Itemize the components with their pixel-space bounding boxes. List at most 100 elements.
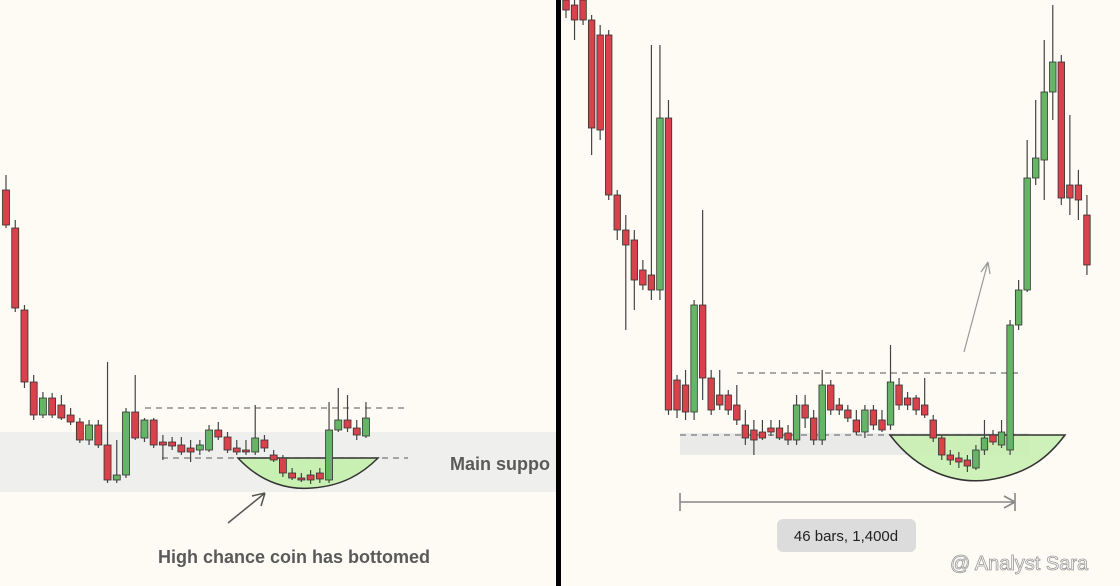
candle-body — [997, 431, 1006, 446]
candle-body — [818, 384, 826, 441]
candle-body — [159, 441, 167, 446]
candle-body — [251, 437, 260, 453]
candle-body — [297, 477, 306, 481]
candle-body — [775, 427, 784, 439]
candle-body — [570, 4, 579, 21]
candle-body — [664, 117, 673, 411]
candle-body — [168, 441, 177, 447]
candle-body — [707, 377, 715, 411]
candle-body — [639, 269, 647, 286]
range-label: 46 bars, 1,400d — [794, 528, 898, 545]
candle-body — [223, 436, 232, 451]
candle-body — [869, 409, 878, 426]
candle-body — [288, 472, 297, 479]
range-label-box — [777, 519, 916, 552]
arrow — [963, 261, 991, 353]
candle-body — [1023, 177, 1031, 291]
candle-body — [214, 429, 223, 438]
candle-body — [1057, 61, 1065, 199]
candle-body — [596, 34, 604, 131]
candle-body — [938, 437, 946, 456]
candle-body — [186, 447, 195, 453]
candle-body — [587, 19, 596, 129]
candle-body — [613, 194, 621, 231]
candle-body — [562, 0, 570, 11]
candle-body — [827, 384, 835, 411]
candle-body — [972, 449, 980, 469]
candle-body — [343, 419, 352, 429]
candle-body — [989, 434, 997, 443]
candle-body — [792, 404, 801, 441]
candle-body — [579, 0, 587, 21]
candle-body — [681, 384, 690, 413]
divider — [556, 0, 561, 586]
candle-body — [912, 397, 920, 411]
candle-body — [269, 454, 278, 461]
candle-body — [29, 381, 38, 416]
candle-body — [362, 417, 370, 437]
candle-body — [903, 397, 912, 406]
candle-body — [741, 424, 749, 439]
candle-body — [1014, 289, 1023, 326]
candle-body — [946, 454, 954, 461]
candle-body — [315, 472, 324, 480]
candle-body — [852, 419, 861, 433]
candle-body — [11, 227, 20, 309]
candle-body — [698, 304, 707, 379]
candle-body — [195, 444, 204, 451]
candle-body — [260, 439, 269, 449]
candle-body — [733, 404, 741, 421]
candle-body — [57, 404, 66, 419]
candle-body — [278, 457, 287, 474]
candle-body — [963, 459, 972, 467]
candle-body — [205, 429, 213, 451]
candle-body — [232, 447, 241, 453]
candle-body — [622, 229, 630, 246]
candle-body — [886, 381, 895, 426]
candle-body — [810, 417, 818, 441]
candle-body — [1040, 91, 1048, 161]
candle-body — [955, 457, 963, 463]
candle-body — [929, 419, 937, 439]
candle-body — [140, 419, 149, 439]
candle-body — [2, 189, 10, 226]
candle-body — [758, 431, 767, 439]
candle-body — [716, 394, 724, 406]
candle-body — [20, 309, 29, 383]
candle-body — [878, 419, 886, 431]
candle-body — [656, 117, 664, 291]
candle-body — [39, 397, 47, 416]
candle-body — [48, 397, 57, 416]
bowl — [236, 457, 380, 490]
candle-body — [980, 437, 989, 451]
caption: High chance coin has bottomed — [158, 547, 430, 567]
candle-body — [325, 429, 333, 481]
arrow — [227, 492, 266, 524]
candle-body — [767, 427, 775, 433]
candle-body — [673, 379, 681, 411]
candle-body — [75, 421, 84, 441]
candle-body — [103, 444, 112, 481]
watermark: @ Analyst Sara — [950, 553, 1089, 575]
candle-body — [352, 427, 361, 436]
candle-body — [149, 419, 158, 446]
candle-body — [334, 419, 343, 431]
candle-body — [1074, 184, 1083, 201]
zone-label: Main suppo — [450, 454, 550, 474]
candle-body — [921, 404, 929, 416]
candle-body — [801, 404, 809, 419]
candle-body — [750, 429, 758, 441]
candle-body — [85, 424, 93, 441]
candle-body — [122, 411, 130, 476]
candle-body — [1083, 214, 1091, 266]
candle-body — [895, 384, 903, 406]
candle-body — [242, 449, 250, 453]
candle-body — [177, 444, 186, 453]
candle-body — [94, 424, 103, 446]
candle-body — [861, 409, 869, 433]
candle-body — [844, 409, 852, 419]
candle-body — [690, 304, 698, 413]
candle-body — [835, 404, 843, 411]
